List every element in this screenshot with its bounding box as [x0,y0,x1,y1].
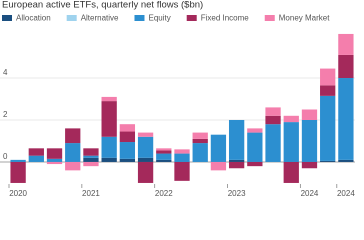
bar-segment [174,153,190,162]
bar-segment [156,150,172,154]
bar-segment [247,128,263,133]
chart-title: European active ETFs, quarterly net flow… [2,0,203,11]
bar-segment [101,157,117,162]
bar-segment [320,85,336,96]
bar-segment [320,68,336,86]
bar-segment [174,161,190,181]
bar-segment [83,155,99,158]
bar-segment [210,134,227,162]
legend-label: Allocation [16,14,51,23]
chart: European active ETFs, quarterly net flow… [0,0,355,198]
bar-segment [247,132,263,162]
bar-segment [101,96,117,102]
bar-segment [301,119,318,162]
bar-segment [137,157,154,162]
bar-segment [283,115,299,123]
legend-swatch [66,15,77,21]
legend-swatch [264,15,275,21]
bar-segment [10,161,26,183]
bar-segment [228,161,245,169]
bar-segment [46,148,63,159]
bar-segment [156,159,172,162]
y-tick-label: 0 [3,152,8,161]
bar-segment [119,158,136,162]
bar-segment [46,161,63,165]
bar-segment [192,138,208,144]
bar-segment [301,161,318,169]
bar-segment [65,128,81,144]
bar-segment [28,155,44,162]
bar-segment [10,159,26,162]
legend-label: Alternative [81,14,119,23]
x-tick-label: 2020 [9,189,27,198]
bar-segment [137,136,154,158]
bar-segment [320,160,336,162]
bar-segment [283,161,299,183]
bar-segment [301,109,318,120]
bar-segment [320,95,336,161]
bar-segment [192,132,208,139]
bar-segment [247,161,263,167]
bar-segment [156,153,172,160]
bar-segment [283,122,299,162]
bar-segment [265,115,281,125]
bar-segment [174,149,190,154]
x-tick-label: 2023 [228,189,246,198]
bar-segment [137,161,154,183]
bar-segment [119,124,136,132]
bar-segment [83,157,99,162]
bar-segment [137,132,154,137]
y-tick-label: 4 [3,68,8,77]
x-tick-label: 2024 [301,189,319,198]
bar-segment [265,124,281,162]
legend-label: Equity [148,14,170,23]
legend-swatch [186,15,197,21]
y-tick-label: 2 [3,110,8,119]
x-tick-label: 2021 [82,189,100,198]
legend-label: Money Market [279,14,330,23]
bar-segment [265,107,281,116]
bar-segment [338,33,354,55]
bar-segment [65,161,81,171]
legend-swatch [2,15,12,21]
bar-segment [119,131,136,143]
bar-segment [46,158,63,162]
bar-segment [192,143,208,162]
bar-segment [156,148,172,151]
page: {"chart_data": {"type": "stacked_bar", "… [0,0,356,199]
bar-segment [338,159,354,162]
bar-segment [65,143,81,162]
bar-segment [119,142,136,159]
bar-segment [28,148,44,156]
legend-swatch [134,15,145,21]
bar-segment [338,54,354,79]
x-tick-label: 2022 [155,189,173,198]
bar-segment [210,161,227,171]
bar-segment [228,159,245,162]
bar-segment [101,136,117,158]
bar-segment [83,148,99,156]
bar-segment [83,161,99,167]
x-tick-label: 2024 [337,189,355,198]
bar-segment [338,78,354,160]
bar-segment [228,119,245,160]
bar-segment [101,101,117,137]
legend-label: Fixed Income [201,14,250,23]
